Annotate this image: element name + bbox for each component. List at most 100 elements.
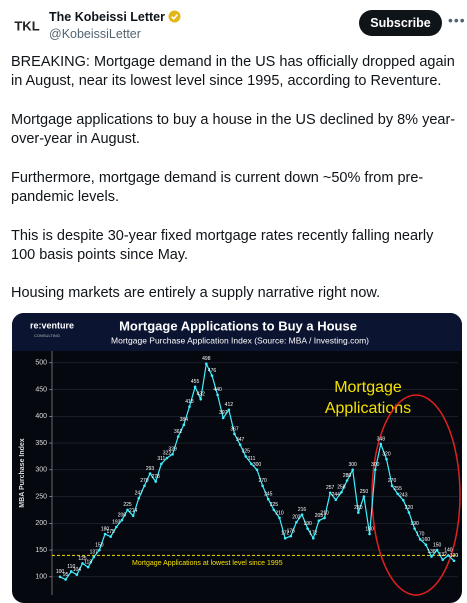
data-label: 180 bbox=[365, 526, 374, 532]
y-tick-label: 450 bbox=[35, 386, 47, 393]
y-axis-label: MBA Purchase Index bbox=[19, 438, 26, 507]
data-point bbox=[210, 374, 214, 377]
data-point bbox=[216, 393, 219, 397]
data-point bbox=[92, 555, 96, 559]
data-label: 384 bbox=[180, 417, 189, 423]
data-point bbox=[148, 472, 152, 475]
author-handle[interactable]: @KobeissiLetter bbox=[49, 27, 141, 41]
data-point bbox=[176, 435, 180, 438]
data-point bbox=[283, 536, 287, 540]
data-label: 244 bbox=[332, 492, 341, 498]
data-label: 300 bbox=[253, 462, 262, 468]
data-point bbox=[266, 497, 270, 501]
y-tick-label: 100 bbox=[35, 574, 47, 581]
data-label: 325 bbox=[242, 449, 251, 455]
data-label: 300 bbox=[349, 462, 358, 468]
title-band bbox=[12, 313, 462, 351]
data-point bbox=[351, 468, 354, 472]
data-point bbox=[424, 543, 428, 547]
data-point bbox=[171, 452, 174, 456]
y-tick-label: 400 bbox=[35, 413, 47, 420]
data-label: 172 bbox=[281, 531, 290, 537]
more-button[interactable]: ••• bbox=[448, 12, 466, 28]
data-point bbox=[64, 578, 67, 581]
data-point bbox=[69, 570, 73, 573]
author-name[interactable]: The Kobeissi Letter bbox=[49, 10, 181, 24]
data-label: 95 bbox=[63, 572, 69, 578]
chart-title: Mortgage Applications to Buy a House bbox=[119, 318, 357, 333]
data-label: 205 bbox=[315, 513, 324, 519]
data-point bbox=[362, 495, 366, 498]
y-tick-label: 150 bbox=[35, 547, 47, 554]
y-tick-label: 250 bbox=[35, 493, 47, 500]
data-label: 225 bbox=[270, 502, 279, 508]
y-tick-label: 350 bbox=[35, 440, 47, 447]
data-point bbox=[103, 532, 107, 536]
data-label: 104 bbox=[73, 567, 82, 573]
data-point bbox=[278, 516, 281, 520]
data-label: 210 bbox=[320, 510, 329, 516]
y-tick-label: 500 bbox=[35, 360, 47, 367]
data-point bbox=[311, 536, 315, 540]
data-point bbox=[402, 498, 405, 502]
data-label: 202 bbox=[292, 515, 301, 521]
data-point bbox=[373, 468, 377, 472]
chart-subtitle: Mortgage Purchase Application Index (Sou… bbox=[111, 335, 369, 345]
data-label: 170 bbox=[416, 532, 425, 538]
data-point bbox=[137, 496, 141, 500]
data-point bbox=[452, 559, 456, 563]
data-label: 300 bbox=[371, 462, 380, 468]
data-point bbox=[396, 492, 400, 496]
data-label: 110 bbox=[67, 564, 75, 570]
data-point bbox=[154, 480, 157, 483]
data-point bbox=[98, 548, 101, 552]
data-point bbox=[345, 479, 349, 482]
data-point bbox=[193, 385, 197, 389]
data-point bbox=[300, 513, 304, 517]
avatar[interactable]: TKL bbox=[10, 12, 44, 42]
data-label: 160 bbox=[422, 537, 431, 543]
data-point bbox=[255, 468, 259, 472]
data-label: 418 bbox=[185, 399, 194, 405]
data-label: 270 bbox=[140, 478, 149, 484]
data-label: 214 bbox=[129, 508, 138, 514]
author-name-text: The Kobeissi Letter bbox=[49, 10, 165, 24]
data-label: 210 bbox=[275, 510, 284, 516]
data-label: 362 bbox=[174, 429, 183, 435]
data-label: 193 bbox=[112, 519, 121, 525]
y-tick-label: 200 bbox=[35, 520, 47, 527]
data-label: 206 bbox=[118, 512, 127, 518]
subscribe-button[interactable]: Subscribe bbox=[359, 10, 442, 36]
data-point bbox=[328, 491, 332, 495]
highlight-ellipse bbox=[371, 394, 461, 596]
data-point bbox=[160, 462, 163, 466]
data-point bbox=[340, 490, 343, 494]
data-point bbox=[368, 532, 371, 536]
data-point bbox=[357, 511, 360, 514]
data-point bbox=[75, 573, 79, 576]
data-point bbox=[199, 397, 203, 401]
data-label: 311 bbox=[157, 456, 165, 462]
data-label: 118 bbox=[84, 560, 92, 566]
data-label: 250 bbox=[360, 489, 369, 495]
data-point bbox=[233, 432, 236, 436]
data-label: 348 bbox=[377, 436, 386, 442]
data-point bbox=[306, 527, 309, 530]
data-point bbox=[165, 456, 169, 460]
data-point bbox=[418, 538, 422, 541]
data-point bbox=[58, 575, 62, 579]
data-label: 247 bbox=[135, 490, 144, 496]
data-label: 329 bbox=[168, 447, 177, 453]
data-label: 397 bbox=[219, 410, 228, 416]
y-tick-label: 300 bbox=[35, 467, 47, 474]
data-label: 322 bbox=[163, 450, 172, 456]
data-label: 498 bbox=[202, 356, 211, 362]
data-point bbox=[430, 555, 433, 558]
data-point bbox=[238, 443, 242, 446]
data-point bbox=[188, 405, 191, 408]
tweet-image[interactable]: re:venture CONSULTING Mortgage Applicati… bbox=[12, 313, 462, 603]
verified-badge bbox=[168, 10, 181, 23]
data-label: 216 bbox=[298, 507, 307, 513]
data-label: 412 bbox=[225, 402, 234, 408]
data-point bbox=[221, 416, 225, 420]
